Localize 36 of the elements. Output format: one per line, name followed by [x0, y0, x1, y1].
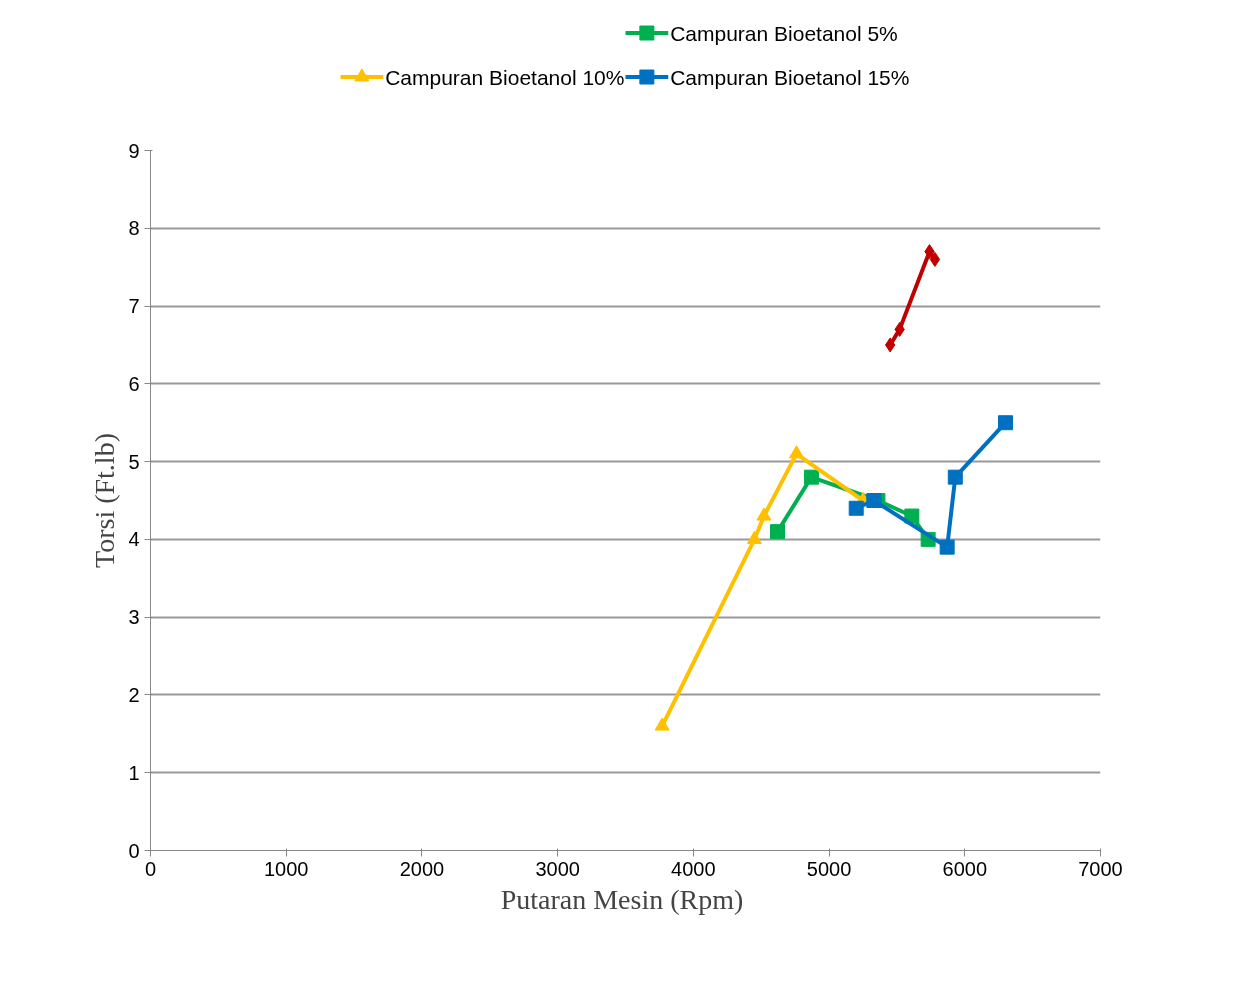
- y-tick-label: 9: [128, 139, 140, 162]
- legend-label: Campuran Bioetanol 15%: [670, 65, 910, 89]
- point: [654, 717, 670, 731]
- x-tick-label: 3000: [535, 857, 580, 880]
- y-tick-label: 1: [128, 761, 140, 784]
- legend-label: Campuran Bioetanol 10%: [385, 65, 625, 89]
- x-tick-label: 5000: [806, 857, 852, 880]
- point: [947, 469, 963, 485]
- point: [848, 500, 864, 516]
- y-tick-label: 2: [128, 683, 140, 706]
- point: [929, 251, 941, 267]
- point: [866, 493, 882, 508]
- point: [770, 524, 785, 540]
- point: [939, 539, 955, 555]
- y-tick-label: 3: [128, 606, 140, 629]
- y-tick-label: 0: [128, 839, 140, 862]
- x-tick-label: 2000: [399, 857, 445, 880]
- y-axis-title: Torsi (Ft.lb): [89, 433, 121, 568]
- point: [746, 530, 762, 544]
- y-tick-label: 7: [128, 295, 140, 318]
- x-tick-label: 4000: [671, 857, 716, 880]
- x-tick-label: 7000: [1078, 857, 1123, 880]
- x-tick-label: 6000: [942, 857, 988, 880]
- legend-label: Campuran Bioetanol 5%: [670, 21, 898, 45]
- y-tick-label: 4: [128, 528, 140, 551]
- y-tick-label: 6: [128, 372, 140, 395]
- point: [803, 469, 819, 485]
- point: [884, 337, 896, 353]
- x-tick-label: 0: [144, 857, 157, 880]
- point: [998, 415, 1013, 431]
- y-tick-label: 8: [128, 217, 140, 240]
- x-axis-title: Putaran Mesin (Rpm): [500, 883, 744, 915]
- y-tick-label: 5: [128, 450, 140, 473]
- point: [756, 507, 772, 521]
- x-tick-label: 1000: [263, 857, 309, 880]
- point: [789, 445, 804, 459]
